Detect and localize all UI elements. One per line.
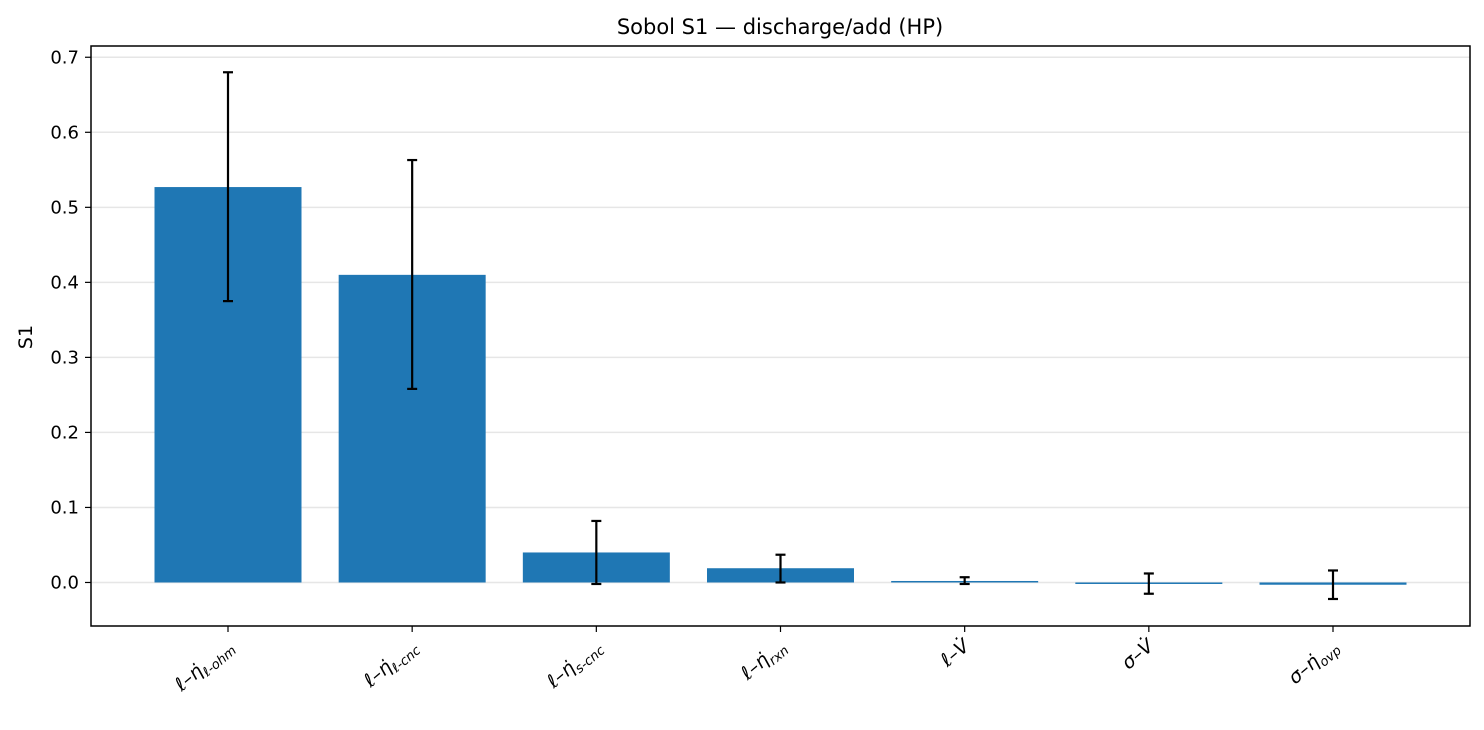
x-tick-label-main: σ–η̇ <box>1284 650 1324 688</box>
y-tick-label: 0.3 <box>50 347 79 368</box>
x-tick-label-main: ℓ–η̇ <box>359 656 396 692</box>
y-tick-label: 0.0 <box>50 572 79 593</box>
x-tick-label-main: ℓ–η̇ <box>542 657 579 693</box>
y-tick-label: 0.1 <box>50 497 79 518</box>
error-bar <box>591 519 602 586</box>
error-bar <box>775 553 786 584</box>
x-tick-label: ℓ–η̇ℓ-ohm <box>170 635 240 699</box>
error-bar <box>1328 569 1338 601</box>
x-axis-ticks: ℓ–η̇ℓ-ohm ℓ–η̇ℓ-cnc ℓ–η̇s-cnc ℓ–η̇rxn ℓ–V̇ σ–… <box>170 626 1345 699</box>
x-tick-label-subscript: s-cnc <box>572 643 608 676</box>
y-tick-label: 0.2 <box>50 422 79 443</box>
error-bar <box>1143 572 1154 595</box>
x-tick-label: ℓ–η̇ℓ-cnc <box>359 635 424 695</box>
x-tick-label-main: ℓ–η̇ <box>736 649 773 685</box>
bars <box>154 187 1407 585</box>
x-tick-label: ℓ–η̇s-cnc <box>542 635 608 696</box>
error-bar <box>223 71 233 303</box>
y-tick-label: 0.7 <box>50 47 79 68</box>
x-tick-label: σ–η̇ovp <box>1284 635 1345 692</box>
error-bar <box>407 158 418 390</box>
x-tick-label: σ–V̇ <box>1117 633 1159 674</box>
y-tick-label: 0.6 <box>50 122 79 143</box>
y-axis-label: S1 <box>15 325 37 349</box>
error-bar <box>959 576 970 586</box>
y-tick-label: 0.4 <box>50 272 79 293</box>
x-tick-label-main: ℓ–η̇ <box>170 660 207 696</box>
chart-title: Sobol S1 — discharge/add (HP) <box>617 15 943 39</box>
error-bars <box>223 71 1338 601</box>
grid-lines <box>91 56 1470 584</box>
x-tick-label-subscript: ℓ-ohm <box>200 643 240 680</box>
x-tick-label: ℓ–η̇rxn <box>736 635 792 688</box>
x-tick-label: ℓ–V̇ <box>935 633 975 672</box>
y-axis-ticks: 0.0 0.1 0.2 0.3 0.4 0.5 0.6 0.7 <box>50 47 91 593</box>
y-tick-label: 0.5 <box>50 197 79 218</box>
x-tick-label-main: σ–V̇ <box>1117 633 1159 674</box>
x-tick-label-main: ℓ–V̇ <box>935 633 975 672</box>
